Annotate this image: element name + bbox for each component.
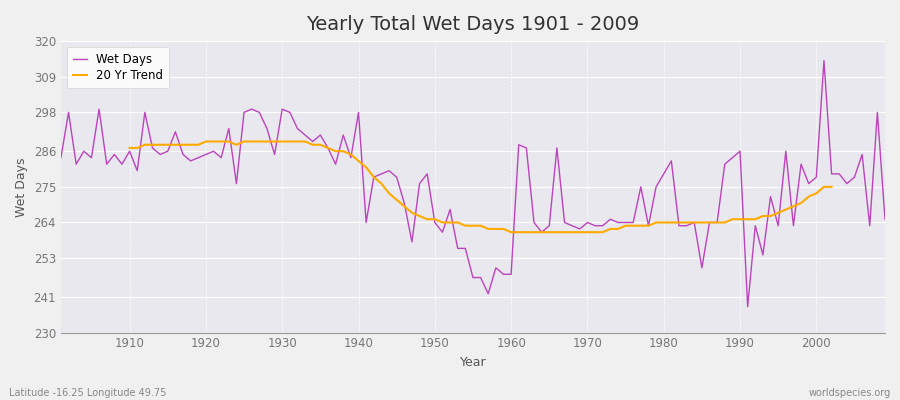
Wet Days	[117, 162, 128, 166]
Wet Days	[284, 110, 295, 115]
Wet Days	[819, 58, 830, 63]
20 Yr Trend	[697, 220, 707, 225]
Wet Days	[56, 155, 67, 160]
20 Yr Trend	[247, 139, 257, 144]
Legend: Wet Days, 20 Yr Trend: Wet Days, 20 Yr Trend	[67, 47, 169, 88]
Text: worldspecies.org: worldspecies.org	[809, 388, 891, 398]
20 Yr Trend	[277, 139, 288, 144]
20 Yr Trend	[223, 139, 234, 144]
X-axis label: Year: Year	[460, 356, 486, 369]
20 Yr Trend	[124, 146, 135, 150]
Wet Days	[330, 162, 341, 166]
Wet Days	[506, 272, 517, 277]
Line: Wet Days: Wet Days	[61, 60, 885, 307]
20 Yr Trend	[628, 223, 639, 228]
20 Yr Trend	[506, 230, 517, 234]
20 Yr Trend	[201, 139, 212, 144]
20 Yr Trend	[482, 226, 493, 231]
Title: Yearly Total Wet Days 1901 - 2009: Yearly Total Wet Days 1901 - 2009	[306, 15, 640, 34]
Wet Days	[498, 272, 508, 277]
Wet Days	[598, 223, 608, 228]
Y-axis label: Wet Days: Wet Days	[15, 157, 28, 216]
Line: 20 Yr Trend: 20 Yr Trend	[130, 142, 832, 232]
Text: Latitude -16.25 Longitude 49.75: Latitude -16.25 Longitude 49.75	[9, 388, 166, 398]
Wet Days	[742, 304, 753, 309]
20 Yr Trend	[826, 184, 837, 189]
Wet Days	[879, 217, 890, 222]
